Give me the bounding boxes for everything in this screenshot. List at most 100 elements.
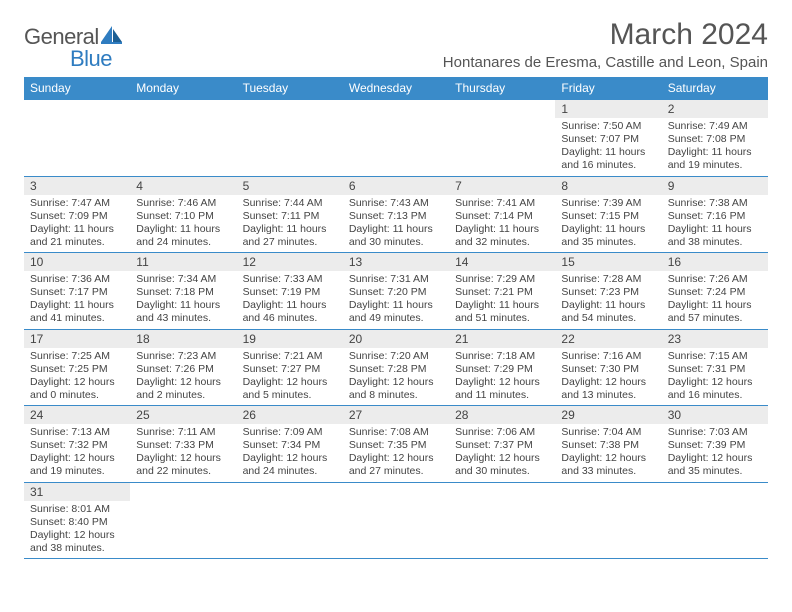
day-number: 13 [343,253,449,271]
calendar-day-cell: 5Sunrise: 7:44 AMSunset: 7:11 PMDaylight… [237,176,343,253]
empty-daynum [555,483,661,487]
sunset-line: Sunset: 7:39 PM [668,439,762,452]
day-body: Sunrise: 7:25 AMSunset: 7:25 PMDaylight:… [24,348,130,406]
sunrise-line: Sunrise: 7:49 AM [668,120,762,133]
sunrise-line: Sunrise: 7:38 AM [668,197,762,210]
daylight-line: Daylight: 11 hours and 24 minutes. [136,223,230,249]
empty-daynum [343,100,449,104]
day-number: 23 [662,330,768,348]
calendar-empty-cell [130,100,236,177]
sunrise-line: Sunrise: 7:46 AM [136,197,230,210]
daylight-line: Daylight: 11 hours and 27 minutes. [243,223,337,249]
sunrise-line: Sunrise: 7:21 AM [243,350,337,363]
sunrise-line: Sunrise: 7:16 AM [561,350,655,363]
month-title: March 2024 [443,18,768,52]
sunrise-line: Sunrise: 7:20 AM [349,350,443,363]
sunset-line: Sunset: 7:16 PM [668,210,762,223]
calendar-empty-cell [343,100,449,177]
daylight-line: Daylight: 11 hours and 54 minutes. [561,299,655,325]
sunrise-line: Sunrise: 7:44 AM [243,197,337,210]
weekday-header: Saturday [662,77,768,100]
daylight-line: Daylight: 11 hours and 30 minutes. [349,223,443,249]
calendar-day-cell: 25Sunrise: 7:11 AMSunset: 7:33 PMDayligh… [130,406,236,483]
weekday-header: Monday [130,77,236,100]
brand-text-2: Blue [70,46,112,72]
weekday-header: Thursday [449,77,555,100]
day-body: Sunrise: 7:03 AMSunset: 7:39 PMDaylight:… [662,424,768,482]
page-header: General Blue March 2024 Hontanares de Er… [24,18,768,71]
day-number: 8 [555,177,661,195]
location-text: Hontanares de Eresma, Castille and Leon,… [443,54,768,71]
sunrise-line: Sunrise: 7:34 AM [136,273,230,286]
sunrise-line: Sunrise: 7:06 AM [455,426,549,439]
day-body: Sunrise: 7:31 AMSunset: 7:20 PMDaylight:… [343,271,449,329]
calendar-day-cell: 15Sunrise: 7:28 AMSunset: 7:23 PMDayligh… [555,253,661,330]
daylight-line: Daylight: 11 hours and 43 minutes. [136,299,230,325]
calendar-empty-cell [237,100,343,177]
day-body: Sunrise: 7:44 AMSunset: 7:11 PMDaylight:… [237,195,343,253]
empty-daynum [449,100,555,104]
daylight-line: Daylight: 12 hours and 24 minutes. [243,452,337,478]
daylight-line: Daylight: 11 hours and 16 minutes. [561,146,655,172]
sunset-line: Sunset: 7:18 PM [136,286,230,299]
day-number: 15 [555,253,661,271]
day-number: 4 [130,177,236,195]
calendar-day-cell: 21Sunrise: 7:18 AMSunset: 7:29 PMDayligh… [449,329,555,406]
sunset-line: Sunset: 7:30 PM [561,363,655,376]
weekday-header-row: SundayMondayTuesdayWednesdayThursdayFrid… [24,77,768,100]
daylight-line: Daylight: 12 hours and 19 minutes. [30,452,124,478]
sunset-line: Sunset: 7:28 PM [349,363,443,376]
daylight-line: Daylight: 11 hours and 49 minutes. [349,299,443,325]
weekday-header: Sunday [24,77,130,100]
calendar-day-cell: 23Sunrise: 7:15 AMSunset: 7:31 PMDayligh… [662,329,768,406]
sunset-line: Sunset: 7:17 PM [30,286,124,299]
day-number: 14 [449,253,555,271]
sunset-line: Sunset: 7:38 PM [561,439,655,452]
weekday-header: Tuesday [237,77,343,100]
day-body: Sunrise: 7:23 AMSunset: 7:26 PMDaylight:… [130,348,236,406]
day-body: Sunrise: 7:04 AMSunset: 7:38 PMDaylight:… [555,424,661,482]
day-number: 9 [662,177,768,195]
sail-icon [101,26,123,44]
sunset-line: Sunset: 7:11 PM [243,210,337,223]
day-number: 17 [24,330,130,348]
sunset-line: Sunset: 7:24 PM [668,286,762,299]
day-body: Sunrise: 7:34 AMSunset: 7:18 PMDaylight:… [130,271,236,329]
day-body: Sunrise: 7:11 AMSunset: 7:33 PMDaylight:… [130,424,236,482]
calendar-day-cell: 3Sunrise: 7:47 AMSunset: 7:09 PMDaylight… [24,176,130,253]
day-body: Sunrise: 7:28 AMSunset: 7:23 PMDaylight:… [555,271,661,329]
sunrise-line: Sunrise: 7:50 AM [561,120,655,133]
day-body: Sunrise: 8:01 AMSunset: 8:40 PMDaylight:… [24,501,130,559]
calendar-day-cell: 28Sunrise: 7:06 AMSunset: 7:37 PMDayligh… [449,406,555,483]
day-number: 2 [662,100,768,118]
day-number: 20 [343,330,449,348]
sunset-line: Sunset: 7:31 PM [668,363,762,376]
day-body: Sunrise: 7:38 AMSunset: 7:16 PMDaylight:… [662,195,768,253]
day-body: Sunrise: 7:13 AMSunset: 7:32 PMDaylight:… [24,424,130,482]
daylight-line: Daylight: 11 hours and 32 minutes. [455,223,549,249]
sunset-line: Sunset: 7:23 PM [561,286,655,299]
sunset-line: Sunset: 7:13 PM [349,210,443,223]
day-number: 29 [555,406,661,424]
calendar-day-cell: 8Sunrise: 7:39 AMSunset: 7:15 PMDaylight… [555,176,661,253]
sunrise-line: Sunrise: 7:23 AM [136,350,230,363]
sunset-line: Sunset: 7:15 PM [561,210,655,223]
calendar-day-cell: 27Sunrise: 7:08 AMSunset: 7:35 PMDayligh… [343,406,449,483]
day-number: 19 [237,330,343,348]
sunrise-line: Sunrise: 7:03 AM [668,426,762,439]
sunset-line: Sunset: 7:37 PM [455,439,549,452]
calendar-empty-cell [237,482,343,558]
sunset-line: Sunset: 7:29 PM [455,363,549,376]
sunset-line: Sunset: 7:26 PM [136,363,230,376]
calendar-day-cell: 24Sunrise: 7:13 AMSunset: 7:32 PMDayligh… [24,406,130,483]
empty-daynum [24,100,130,104]
sunset-line: Sunset: 7:14 PM [455,210,549,223]
day-number: 27 [343,406,449,424]
sunrise-line: Sunrise: 7:18 AM [455,350,549,363]
daylight-line: Daylight: 12 hours and 8 minutes. [349,376,443,402]
calendar-day-cell: 22Sunrise: 7:16 AMSunset: 7:30 PMDayligh… [555,329,661,406]
sunrise-line: Sunrise: 7:28 AM [561,273,655,286]
sunrise-line: Sunrise: 7:08 AM [349,426,443,439]
calendar-day-cell: 6Sunrise: 7:43 AMSunset: 7:13 PMDaylight… [343,176,449,253]
calendar-day-cell: 9Sunrise: 7:38 AMSunset: 7:16 PMDaylight… [662,176,768,253]
